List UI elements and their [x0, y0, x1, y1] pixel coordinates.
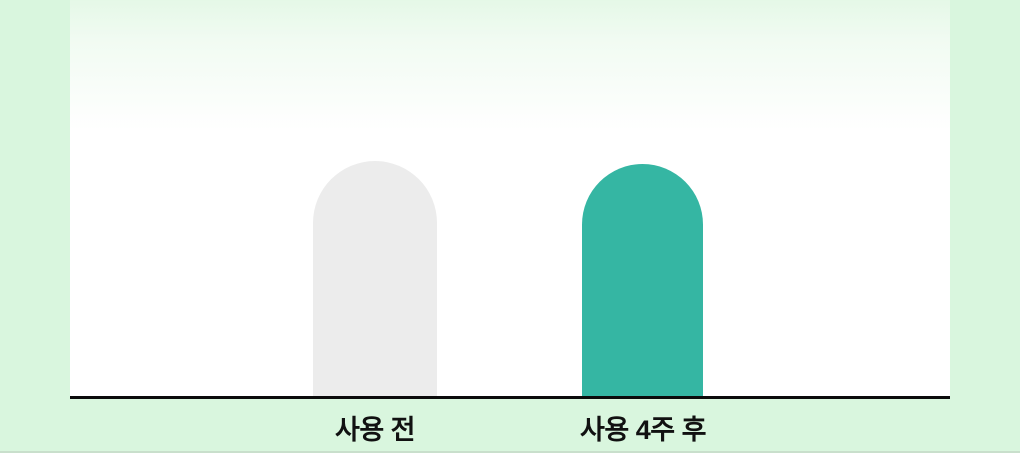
- bar-before-use: [313, 161, 437, 396]
- x-label-after-4-weeks: 사용 4주 후: [580, 415, 706, 445]
- bar-after-4-weeks: [582, 164, 703, 396]
- x-axis-line: [70, 396, 950, 399]
- x-label-before-use: 사용 전: [334, 415, 416, 445]
- bottom-edge-line: [0, 451, 1020, 453]
- chart-panel: [70, 0, 950, 396]
